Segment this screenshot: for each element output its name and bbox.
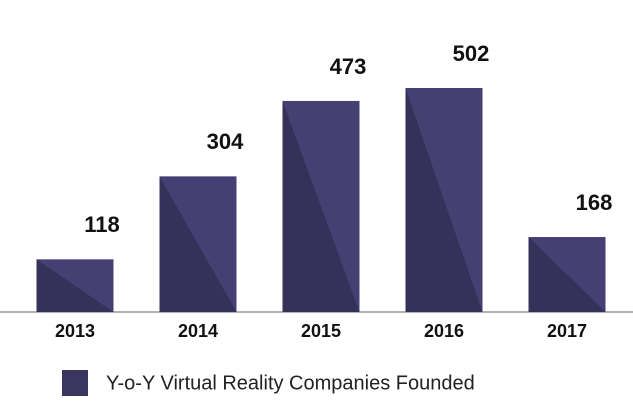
x-tick-label: 2013 [55,321,95,341]
legend-label: Y-o-Y Virtual Reality Companies Founded [106,372,475,394]
bar [159,176,237,312]
data-label: 168 [576,190,613,215]
x-tick-label: 2017 [547,321,587,341]
data-label: 473 [330,54,367,79]
x-tick-label: 2016 [424,321,464,341]
data-label: 304 [207,129,244,154]
x-tick-label: 2015 [301,321,341,341]
legend-swatch [62,370,88,396]
bar [36,259,114,312]
data-label: 118 [84,212,120,237]
bar [528,237,606,312]
bar [282,100,360,312]
x-tick-label: 2014 [178,321,218,341]
data-label: 502 [453,41,490,66]
bar [405,88,483,312]
